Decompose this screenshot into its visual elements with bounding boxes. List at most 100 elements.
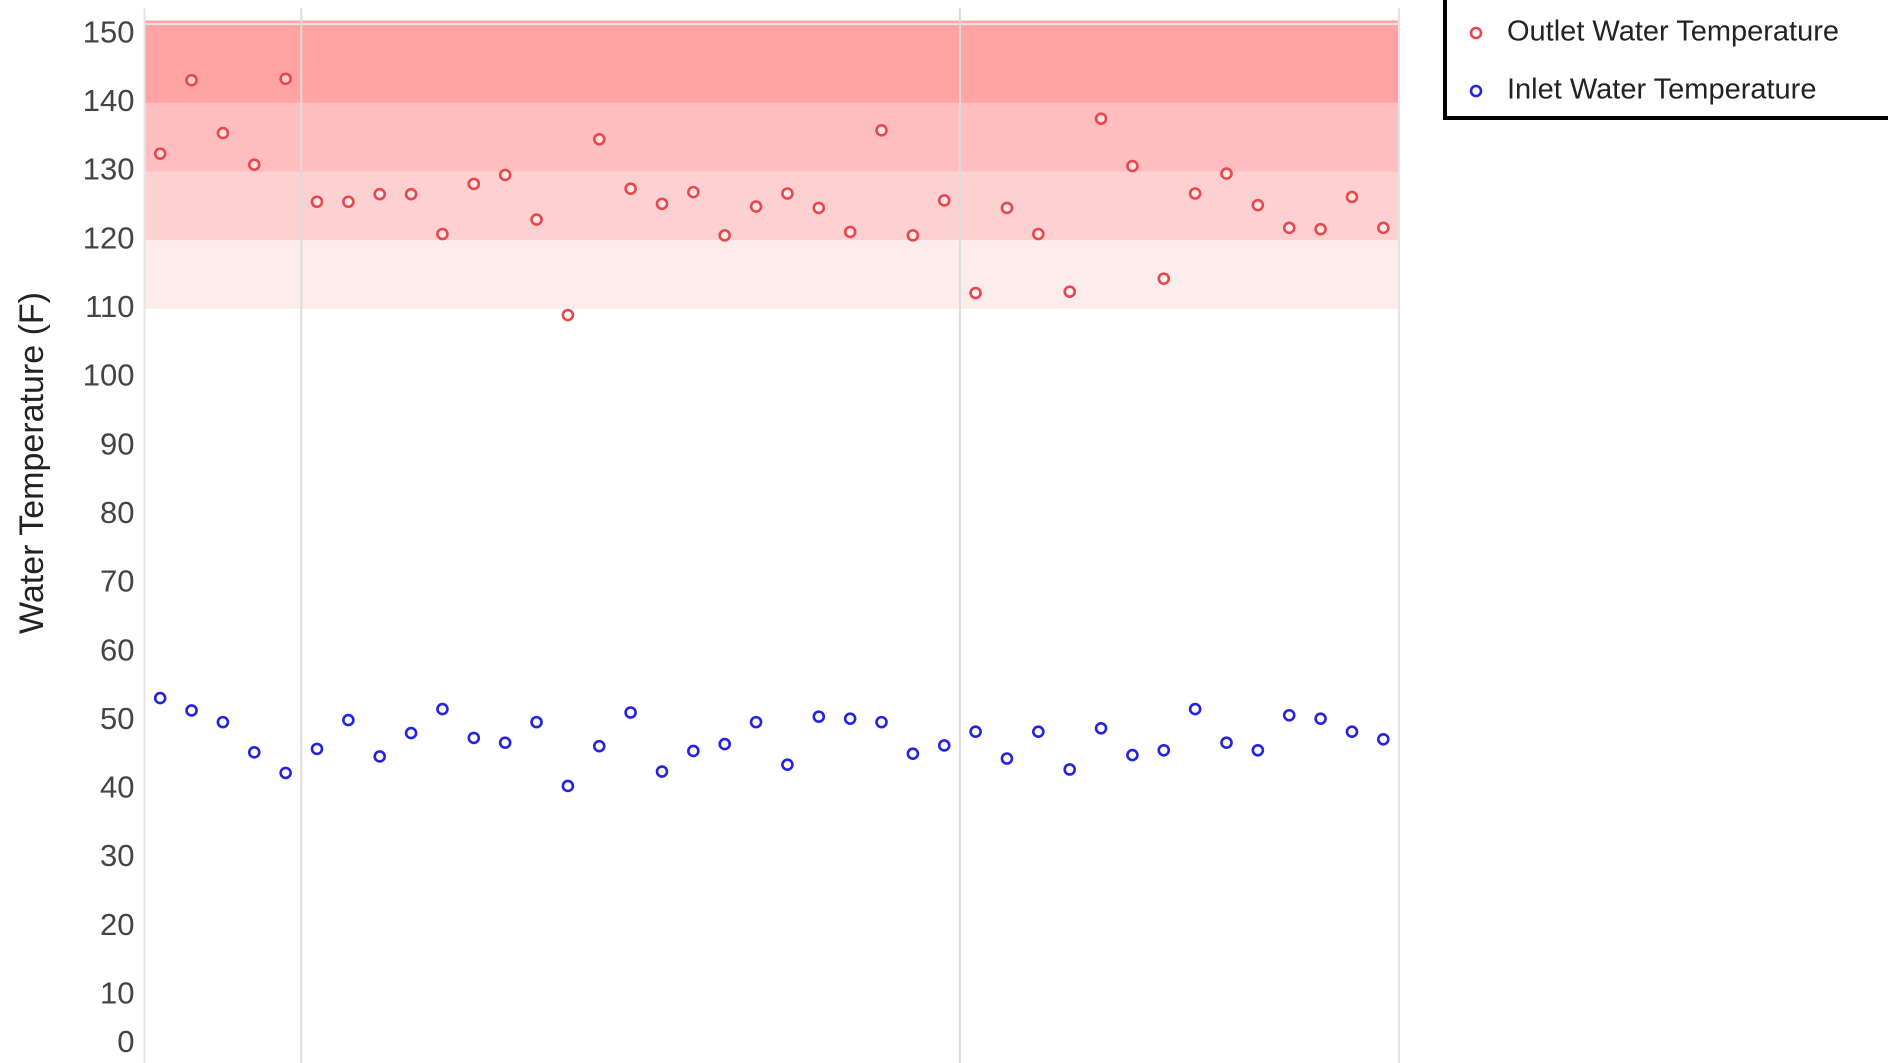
data-point [279,766,292,780]
threshold-band [144,20,1399,103]
legend-box [1443,0,1888,120]
data-point [1251,198,1265,212]
data-point [937,739,951,752]
data-point [498,736,512,750]
data-point [843,225,857,239]
y-tick-label: 130 [83,152,135,187]
data-point [937,194,951,207]
data-point [310,195,324,209]
data-point [718,737,732,751]
data-point [247,746,261,759]
data-point [1220,736,1233,750]
y-tick-label: 90 [100,426,134,461]
legend-marker [1469,26,1483,40]
data-point [1063,763,1076,776]
data-point [1377,732,1390,746]
y-tick-label: 10 [100,976,134,1011]
data-point [467,177,481,191]
data-point [969,725,982,739]
data-point [561,779,575,793]
data-point [969,286,982,300]
data-point [1282,221,1296,235]
data-point [1345,190,1359,204]
data-point [1094,721,1108,735]
data-point [875,715,888,729]
y-axis-label: Water Temperature (F) [13,292,51,634]
legend-marker [1469,84,1483,98]
data-point [875,124,888,137]
y-tick-label: 30 [100,838,134,873]
data-point [781,758,794,771]
data-point [216,715,230,729]
y-tick-label: 60 [100,632,134,667]
data-point [1000,752,1014,765]
data-point [655,765,669,778]
data-point [1157,743,1171,757]
threshold-band [144,240,1399,309]
data-point [1032,227,1045,241]
y-tick-label: 150 [83,14,135,49]
data-point [1282,708,1296,722]
threshold-band [144,171,1399,241]
data-point [906,747,920,760]
data-point [1094,112,1108,125]
data-point [812,201,826,215]
data-point [1000,201,1014,215]
data-point [1157,272,1171,285]
y-tick-label: 80 [100,495,134,530]
data-point [498,168,512,182]
data-point [561,308,575,322]
y-tick-label: 40 [100,770,134,805]
data-point [1063,285,1076,298]
data-point [592,739,606,753]
data-point [342,713,355,727]
data-point [592,132,606,146]
y-tick-label: 140 [83,83,135,118]
y-tick-label: 100 [83,358,135,393]
data-point [404,187,418,201]
data-point [530,213,543,226]
data-point [718,229,732,242]
data-point [153,691,167,705]
data-point [153,147,167,160]
data-point [655,197,669,211]
y-tick-label: 120 [83,220,135,255]
data-point [247,158,261,171]
y-tick-label: 20 [100,907,134,942]
data-point [373,187,387,201]
data-point [1188,702,1202,716]
data-point [749,200,763,213]
y-tick-label: 50 [100,701,134,736]
data-point [624,706,637,719]
data-point [342,195,355,209]
data-point [185,73,198,87]
legend-label: Outlet Water Temperature [1507,16,1839,48]
data-point [1314,222,1327,236]
data-point [1345,725,1359,739]
data-point [1126,159,1139,173]
data-point [1188,187,1202,200]
data-point [906,229,920,242]
data-point [1032,725,1045,739]
data-point [530,715,543,729]
data-point [436,227,449,241]
data-point [749,715,763,729]
data-point [310,742,324,756]
data-point [1251,743,1265,757]
data-point [279,72,292,86]
y-tick-label: 0 [117,1024,134,1059]
y-tick-label: 70 [100,564,134,599]
data-point [185,704,198,717]
data-point [1314,712,1327,725]
data-point [687,744,700,758]
data-point [624,182,637,195]
data-point [687,185,700,199]
data-point [436,702,449,716]
data-point [373,750,387,763]
data-point [781,187,794,200]
data-point [1220,167,1233,180]
data-point [1377,221,1390,235]
y-tick-label: 110 [85,289,134,324]
data-point [1126,748,1139,762]
